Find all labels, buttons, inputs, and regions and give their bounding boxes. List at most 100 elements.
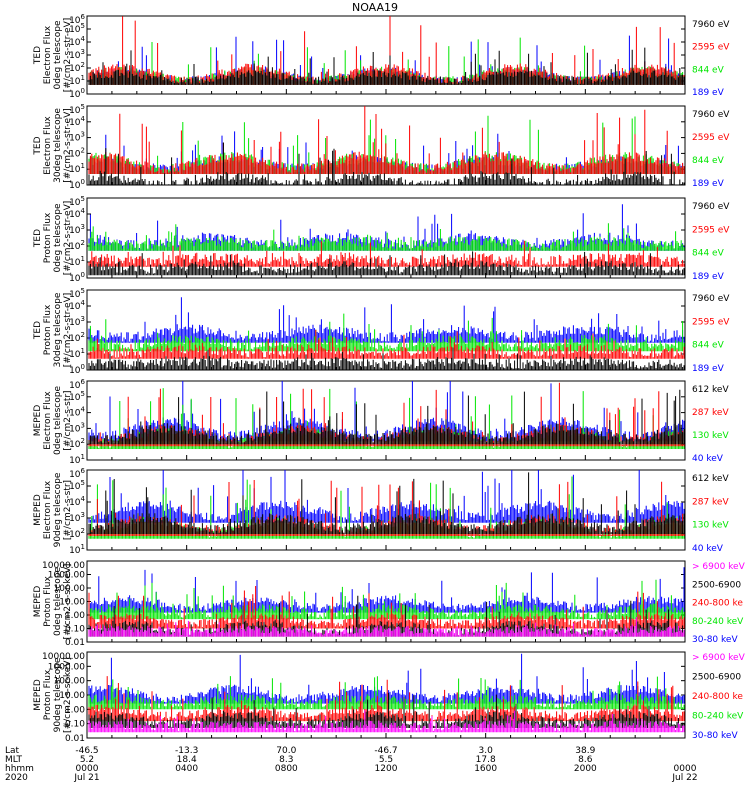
y-axis-label-line: 0deg telescope xyxy=(53,386,63,456)
y-axis-label-line: [#/cm2-s-sr-keV] xyxy=(63,564,73,640)
series-trace-2595-ev xyxy=(88,16,685,85)
time-axis-row-label: Lat xyxy=(5,746,20,756)
y-tick-label: 100.00 xyxy=(54,677,86,687)
time-axis-row-label: hhmm xyxy=(5,764,34,774)
series-trace-612-kev xyxy=(88,389,685,445)
y-axis-label-line: TED xyxy=(33,46,43,65)
time-axis-tick-date: Jul 22 xyxy=(671,773,697,783)
y-axis-label-line: MEPED xyxy=(33,586,43,618)
y-axis-label-line: Electron Flux xyxy=(43,480,53,539)
legend-entry: 2500-6900 xyxy=(692,580,741,590)
series-trace-2595-ev xyxy=(88,106,685,174)
series-trace-7960-ev xyxy=(88,142,685,185)
time-axis-tick-hhmm: 0400 xyxy=(175,764,198,774)
y-axis-label-line: Electron Flux xyxy=(43,25,53,84)
y-axis-label-line: 0deg telescope xyxy=(53,203,63,273)
y-axis-label-line: 90deg telescope xyxy=(53,657,63,732)
y-axis-label-line: MEPED xyxy=(33,405,43,437)
time-axis-tick-hhmm: 0800 xyxy=(275,764,298,774)
legend-entry: 287 keV xyxy=(692,408,729,418)
legend-entry: 2595 eV xyxy=(692,133,730,143)
series-trace--6900-kev xyxy=(88,617,685,637)
time-axis-row-label: 2020 xyxy=(5,773,28,783)
y-axis-label-line: [#/cm2-s-str-eV] xyxy=(63,18,73,93)
series-trace-80-240-kev xyxy=(88,676,685,710)
legend-entry: 7960 eV xyxy=(692,110,730,120)
series-trace--6900-kev xyxy=(88,710,685,733)
y-axis-label-line: 0deg telescope xyxy=(53,20,63,90)
time-axis-tick-hhmm: 0000 xyxy=(76,764,99,774)
y-tick-label: 1.00 xyxy=(65,705,85,715)
series-trace-612-kev xyxy=(88,472,685,534)
y-tick-label: 1.00 xyxy=(65,611,85,621)
y-axis-label-line: [#/cm2-s-str-eV] xyxy=(63,293,73,368)
legend-entry: 189 eV xyxy=(692,179,725,189)
time-axis-tick-mlt: 18.4 xyxy=(177,755,197,765)
time-axis-tick-lat: 38.9 xyxy=(575,746,595,756)
time-axis-tick-mlt: 8.3 xyxy=(279,755,293,765)
series-trace-30-80-kev xyxy=(88,567,685,613)
y-axis-label-line: MEPED xyxy=(33,494,43,526)
legend-entry: 130 keV xyxy=(692,431,729,441)
y-axis-label-line: 0deg telescope xyxy=(53,567,63,637)
legend-entry: 189 eV xyxy=(692,272,725,282)
time-axis-tick-lat: 3.0 xyxy=(479,746,494,756)
legend-entry: 2595 eV xyxy=(692,317,730,327)
y-tick-label: 10.00 xyxy=(59,691,85,701)
y-tick-label: 101 xyxy=(69,453,85,466)
y-tick-label: 1000.00 xyxy=(48,571,85,581)
legend-entry: 287 keV xyxy=(692,497,729,507)
y-axis-label-line: Electron Flux xyxy=(43,391,53,450)
time-axis-tick-hhmm: 1200 xyxy=(375,764,398,774)
legend-entry: 2595 eV xyxy=(692,225,730,235)
legend-entry: 189 eV xyxy=(692,88,725,98)
y-tick-label: 10000.00 xyxy=(42,561,85,571)
time-axis-tick-hhmm: 2000 xyxy=(574,764,597,774)
y-tick-label: 0.10 xyxy=(65,625,85,635)
y-axis-label-line: Proton Flux xyxy=(43,304,53,355)
time-axis-tick-lat: -13.3 xyxy=(175,746,198,756)
legend-entry: 40 keV xyxy=(692,544,724,554)
legend-entry: 2500-6900 xyxy=(692,673,741,683)
legend-entry: 40 keV xyxy=(692,454,724,464)
time-axis-row-label: MLT xyxy=(5,755,23,765)
y-axis-label-line: [#/cm2-s-str] xyxy=(63,480,73,540)
legend-entry: 844 eV xyxy=(692,156,725,166)
legend-entry: > 6900 keV xyxy=(692,653,746,663)
series-trace-7960-ev xyxy=(88,251,685,276)
figure-title: NOAA19 xyxy=(352,1,398,14)
series-trace-240-800-ke xyxy=(88,676,685,722)
time-axis-tick-mlt: 8.6 xyxy=(578,755,593,765)
legend-entry: 189 eV xyxy=(692,364,725,374)
legend-entry: 7960 eV xyxy=(692,20,730,30)
legend-entry: 80-240 keV xyxy=(692,617,744,627)
y-tick-label: 0.10 xyxy=(65,720,85,730)
time-axis-tick-hhmm: 1600 xyxy=(474,764,497,774)
series-trace-80-240-kev xyxy=(88,579,685,620)
y-axis-label-line: [#/cm2-s-str-eV] xyxy=(63,201,73,276)
y-tick-label: 101 xyxy=(69,543,85,556)
time-axis-tick-lat: -46.5 xyxy=(75,746,98,756)
legend-entry: 7960 eV xyxy=(692,202,730,212)
y-axis-label-line: Proton Flux xyxy=(43,669,53,720)
legend-entry: 130 keV xyxy=(692,521,729,531)
legend-entry: > 6900 keV xyxy=(692,562,746,572)
y-tick-label: 1000.00 xyxy=(48,662,85,672)
y-tick-label: 100.00 xyxy=(54,584,86,594)
series-trace-2595-ev xyxy=(88,329,685,359)
legend-entry: 2595 eV xyxy=(692,43,730,53)
y-axis-label-line: 90deg telescope xyxy=(53,472,63,547)
time-axis-tick-mlt: 5.5 xyxy=(379,755,393,765)
series-trace-30-80-kev xyxy=(88,653,685,704)
y-tick-label: 0.01 xyxy=(65,638,85,648)
time-axis-tick-mlt: 5.2 xyxy=(80,755,94,765)
y-axis-label-line: Proton Flux xyxy=(43,212,53,263)
